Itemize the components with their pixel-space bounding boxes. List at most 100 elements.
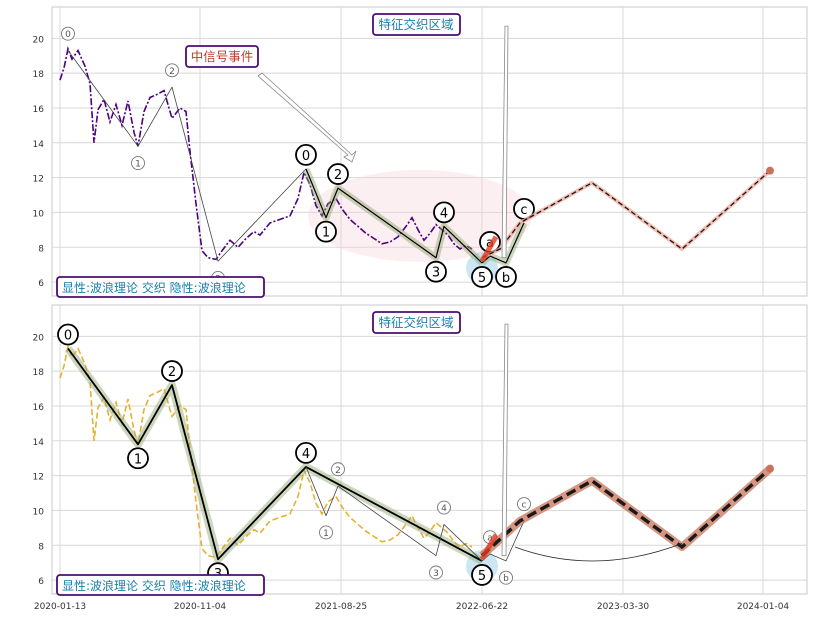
y-tick-label: 6 [38,577,44,587]
wave-label-circle [57,323,79,346]
wave-label-circle [517,497,531,512]
y-tick-label: 10 [33,209,45,219]
y-tick-label: 6 [38,279,44,289]
projection-line [480,467,772,557]
wave-label-text: c [522,501,527,511]
wave-label-circle [319,525,333,540]
y-tick-label: 16 [33,105,45,115]
y-tick-label: 8 [38,542,44,552]
wave-label-circle [331,462,345,477]
wave-label-text: 4 [441,504,447,514]
y-tick-label: 14 [33,140,45,150]
projection-end-marker [766,464,774,473]
wave-label: 0 [61,26,75,41]
wave-label-circle [61,26,75,41]
wave-label-text: 1 [323,529,329,539]
short-term-segment [479,235,499,263]
wave-label-text: 1 [135,160,141,170]
y-tick-label: 18 [33,70,45,80]
wave-label-circle [327,163,349,185]
signal-label-frame [185,45,259,68]
wave-label-text: 2 [334,168,342,183]
wave-label: 1 [319,525,333,540]
method-label-text: 显性:波浪理论 交织 隐性:波浪理论 [62,280,246,295]
wave-label-circle [437,500,451,515]
wave-label: 3 [425,260,447,283]
wave-line [67,50,307,262]
wave-label: 2 [327,163,349,185]
x-tick-label: 2022-06-22 [456,602,508,612]
wave-label: 0 [57,323,79,346]
zone-label-box: 特征交织区域 [372,311,461,334]
wave-label: 2 [331,462,345,477]
wave-label-text: 5 [478,271,486,286]
wave-label-circle [471,266,493,288]
zone-label-frame [372,311,461,334]
wave-label-text: 1 [322,226,330,241]
vertical-arrow [501,25,509,259]
wave-label: c [513,197,535,220]
wave-label-text: 3 [432,266,440,281]
wave-label-circle [433,201,455,224]
wave-label: 5 [471,266,493,288]
zone-label-text: 特征交织区域 [378,17,453,32]
vertical-arrow [501,323,509,557]
wave-label-text: 2 [169,67,175,77]
wave-label: 4 [295,442,317,464]
wave-label-circle [429,565,443,580]
wave-label-text: 2 [168,365,176,380]
zone-label-box: 特征交织区域 [372,13,461,36]
y-tick-label: 14 [33,438,45,448]
signal-arrow [257,72,357,163]
wave-label-circle [161,360,183,382]
wave-label-text: 5 [478,569,486,584]
price-series [59,45,473,261]
wave-label-text: 0 [65,30,71,40]
wave-label: 1 [127,447,149,470]
connector-arc [514,543,683,562]
wave-label-circle [315,220,337,243]
wave-label: 0 [295,144,317,166]
wave-line [305,466,483,562]
y-tick-label: 10 [33,507,45,517]
projection-end-marker [766,166,774,175]
grid [52,305,807,594]
y-tick-label: 8 [38,244,44,254]
x-tick-label: 2020-11-04 [174,602,227,612]
short-term-segment [479,533,499,561]
wave-label-circle [471,564,493,586]
wave-label-text: 3 [433,569,439,579]
wave-label: 4 [437,500,451,515]
wave-label-text: a [487,534,493,544]
interleave-zone [308,169,532,262]
y-tick-label: 12 [33,473,44,483]
wave-label: 3 [429,565,443,580]
wave-label-text: 1 [134,452,142,467]
wave-label-text: 4 [440,206,448,221]
y-tick-label: 20 [33,35,45,45]
method-label-box: 显性:波浪理论 交织 隐性:波浪理论 [56,574,265,596]
wave-label: b [499,570,513,585]
wave-label: 2 [165,63,179,78]
wave-label: 2 [161,360,183,382]
wave-label: 1 [315,220,337,243]
wave-line [481,222,525,264]
wave-label-text: c [520,203,527,218]
wave-label: 1 [131,156,145,171]
y-tick-label: 12 [33,175,44,185]
panel-top: 681012141618200123012345abc显性:波浪理论 交织 隐性… [33,6,808,298]
wave-label-text: b [502,271,510,286]
wave-label-circle [295,144,317,166]
y-tick-label: 18 [33,368,45,378]
wave-label-circle [499,570,513,585]
wave-label-text: 0 [64,329,72,344]
method-label-frame [56,574,265,596]
y-tick-label: 20 [33,333,45,343]
signal-label-text: 中信号事件 [191,49,254,64]
wave-line [67,347,483,562]
wave-label-text: 2 [335,466,341,476]
wave-label: 4 [433,201,455,224]
wave-label-circle [131,156,145,171]
